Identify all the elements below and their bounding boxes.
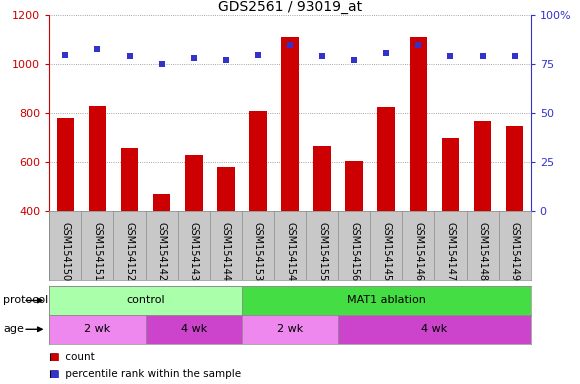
Bar: [409, 37, 427, 309]
Bar: [506, 126, 524, 309]
Text: 2 wk: 2 wk: [84, 324, 111, 334]
Text: GSM154143: GSM154143: [188, 222, 199, 281]
Bar: [242, 286, 531, 315]
Text: GSM154144: GSM154144: [221, 222, 231, 281]
Bar: [474, 121, 491, 309]
Text: GSM154151: GSM154151: [92, 222, 103, 281]
Text: GSM154147: GSM154147: [445, 222, 455, 281]
Bar: [313, 146, 331, 309]
Text: GSM154142: GSM154142: [157, 222, 166, 281]
Bar: [217, 167, 235, 309]
Text: GSM154156: GSM154156: [349, 222, 359, 281]
Bar: [441, 138, 459, 309]
Text: GSM154145: GSM154145: [381, 222, 392, 281]
Bar: [185, 155, 202, 309]
Text: age: age: [3, 324, 24, 334]
Title: GDS2561 / 93019_at: GDS2561 / 93019_at: [218, 0, 362, 14]
Text: protocol: protocol: [3, 295, 48, 306]
Text: MAT1 ablation: MAT1 ablation: [347, 295, 426, 306]
Text: GSM154146: GSM154146: [414, 222, 423, 281]
Text: ■: ■: [49, 352, 59, 362]
Bar: [153, 194, 171, 309]
Text: GSM154150: GSM154150: [60, 222, 70, 281]
Text: GSM154149: GSM154149: [510, 222, 520, 281]
Bar: [345, 161, 363, 309]
Bar: [89, 106, 106, 309]
Bar: [249, 111, 267, 309]
Text: ■  count: ■ count: [49, 352, 95, 362]
Text: ■: ■: [49, 369, 59, 379]
Text: GSM154152: GSM154152: [125, 222, 135, 281]
Bar: [338, 315, 531, 344]
Bar: [378, 107, 395, 309]
Text: 4 wk: 4 wk: [421, 324, 448, 334]
Text: GSM154154: GSM154154: [285, 222, 295, 281]
Bar: [242, 315, 338, 344]
Text: 2 wk: 2 wk: [277, 324, 303, 334]
Bar: [56, 118, 74, 309]
Text: control: control: [126, 295, 165, 306]
Bar: [146, 315, 242, 344]
Bar: [281, 37, 299, 309]
Bar: [121, 147, 139, 309]
Bar: [49, 315, 146, 344]
Text: GSM154148: GSM154148: [477, 222, 488, 281]
Text: ■  percentile rank within the sample: ■ percentile rank within the sample: [49, 369, 241, 379]
Text: GSM154155: GSM154155: [317, 222, 327, 281]
Bar: [49, 286, 242, 315]
Text: 4 wk: 4 wk: [180, 324, 207, 334]
Text: GSM154153: GSM154153: [253, 222, 263, 281]
